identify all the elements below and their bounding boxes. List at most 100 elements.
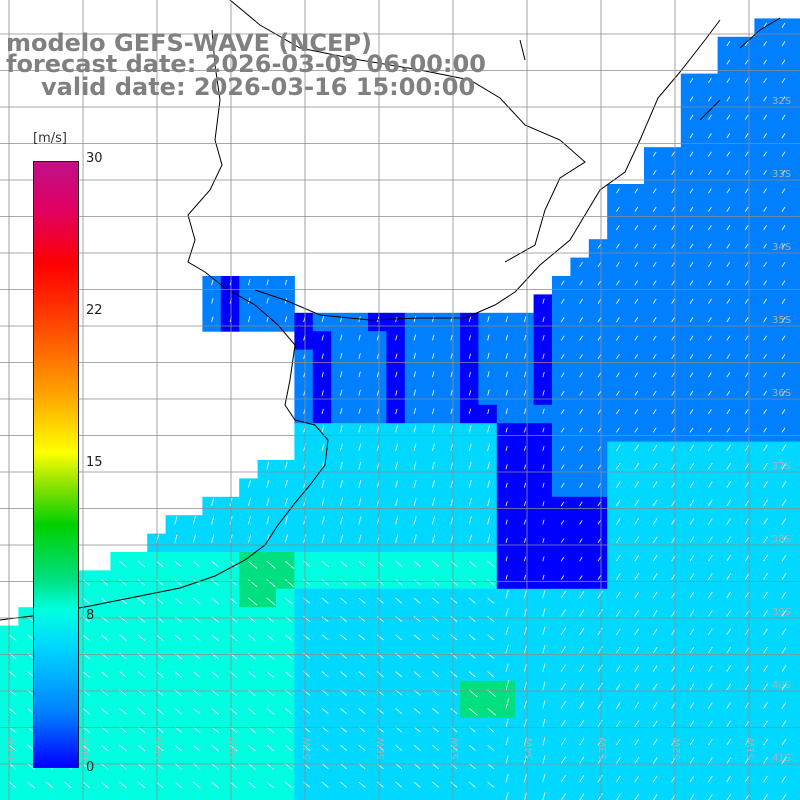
wind-speed-cell: [736, 165, 755, 185]
wind-arrow: [579, 261, 583, 268]
wind-speed-cell: [791, 736, 800, 755]
wind-speed-cell: [662, 699, 682, 719]
wind-arrow: [560, 556, 565, 562]
wind-arrow: [82, 634, 91, 642]
wind-speed-cell: [662, 680, 682, 700]
wind-speed-cell: [386, 496, 406, 516]
wind-arrow: [450, 371, 453, 378]
wind-arrow: [597, 372, 602, 378]
wind-arrow: [597, 590, 603, 599]
wind-speed-cell: [699, 423, 719, 443]
wind-speed-cell: [423, 478, 443, 498]
wind-arrow: [487, 534, 491, 543]
wind-arrow: [634, 261, 639, 268]
wind-arrow: [781, 390, 786, 396]
wind-arrow: [376, 353, 380, 359]
wind-arrow: [560, 609, 566, 617]
wind-arrow: [763, 151, 767, 157]
wind-arrow: [450, 425, 454, 433]
wind-arrow: [726, 206, 731, 212]
wind-speed-cell: [662, 276, 682, 295]
wind-speed-cell: [754, 496, 774, 516]
wind-arrow: [671, 353, 675, 360]
wind-arrow: [8, 781, 17, 789]
wind-arrow: [708, 462, 713, 470]
wind-speed-cell: [331, 791, 351, 800]
wind-arrow: [744, 499, 750, 507]
wind-arrow: [432, 616, 439, 623]
wind-speed-cell: [349, 460, 369, 479]
wind-speed-cell: [386, 386, 406, 406]
wind-speed-cell: [460, 441, 479, 461]
wind-speed-cell: [588, 662, 608, 682]
wind-speed-cell: [717, 110, 737, 130]
wind-arrow: [468, 498, 472, 507]
wind-arrow: [413, 316, 416, 323]
wind-speed-cell: [533, 368, 553, 387]
wind-speed-cell: [625, 478, 645, 498]
wind-speed-cell: [662, 588, 682, 608]
wind-arrow: [8, 634, 17, 642]
wind-arrow: [708, 261, 712, 268]
wind-arrow: [763, 188, 767, 194]
wind-speed-cell: [625, 239, 645, 259]
wind-speed-cell: [644, 644, 663, 663]
wind-speed-cell: [607, 772, 627, 792]
wind-arrow: [708, 591, 713, 599]
wind-speed-cell: [588, 736, 608, 755]
wind-speed-cell: [533, 515, 553, 535]
wind-speed-cell: [791, 276, 800, 295]
wind-speed-cell: [625, 588, 645, 608]
wind-speed-cell: [717, 257, 737, 277]
wind-arrow: [340, 763, 347, 770]
longitude-label: 52W: [672, 737, 683, 760]
wind-speed-cell: [386, 349, 406, 369]
wind-arrow: [726, 77, 731, 84]
wind-arrow: [100, 634, 109, 642]
wind-arrow: [781, 225, 786, 231]
wind-arrow: [763, 738, 768, 746]
wind-arrow: [358, 763, 366, 770]
wind-arrow: [744, 554, 750, 562]
wind-arrow: [689, 628, 695, 636]
wind-speed-cell: [570, 570, 590, 590]
wind-arrow: [726, 96, 731, 102]
wind-speed-cell: [404, 791, 424, 800]
wind-speed-cell: [662, 404, 682, 424]
wind-arrow: [192, 781, 201, 789]
wind-arrow: [432, 479, 435, 488]
wind-arrow: [689, 481, 695, 488]
wind-speed-cell: [772, 588, 792, 608]
wind-speed-cell: [754, 607, 774, 627]
wind-arrow: [211, 671, 219, 678]
wind-arrow: [524, 334, 527, 341]
wind-arrow: [726, 481, 732, 488]
wind-speed-cell: [386, 331, 406, 351]
wind-speed-cell: [515, 478, 535, 498]
coastline-detail: [519, 17, 781, 121]
wind-speed-cell: [478, 441, 498, 461]
wind-speed-cell: [644, 736, 663, 755]
wind-speed-cell: [791, 699, 800, 719]
wind-speed-cell: [331, 368, 351, 387]
wind-arrow: [652, 353, 657, 360]
wind-arrow: [744, 390, 749, 396]
wind-speed-cell: [625, 368, 645, 387]
wind-arrow: [708, 409, 712, 415]
wind-speed-cell: [423, 331, 443, 351]
wind-arrow: [652, 628, 658, 636]
wind-speed-cell: [552, 717, 571, 737]
wind-speed-cell: [588, 625, 608, 645]
wind-arrow: [395, 652, 403, 659]
wind-speed-cell: [644, 717, 663, 737]
wind-speed-cell: [736, 699, 755, 719]
wind-arrow: [119, 579, 127, 586]
wind-arrow: [763, 225, 767, 231]
wind-arrow: [468, 579, 477, 586]
wind-arrow: [542, 464, 545, 470]
wind-arrow: [763, 390, 767, 396]
wind-arrow: [358, 534, 362, 543]
wind-arrow: [634, 757, 640, 764]
wind-arrow: [156, 597, 164, 605]
wind-arrow: [505, 698, 510, 709]
